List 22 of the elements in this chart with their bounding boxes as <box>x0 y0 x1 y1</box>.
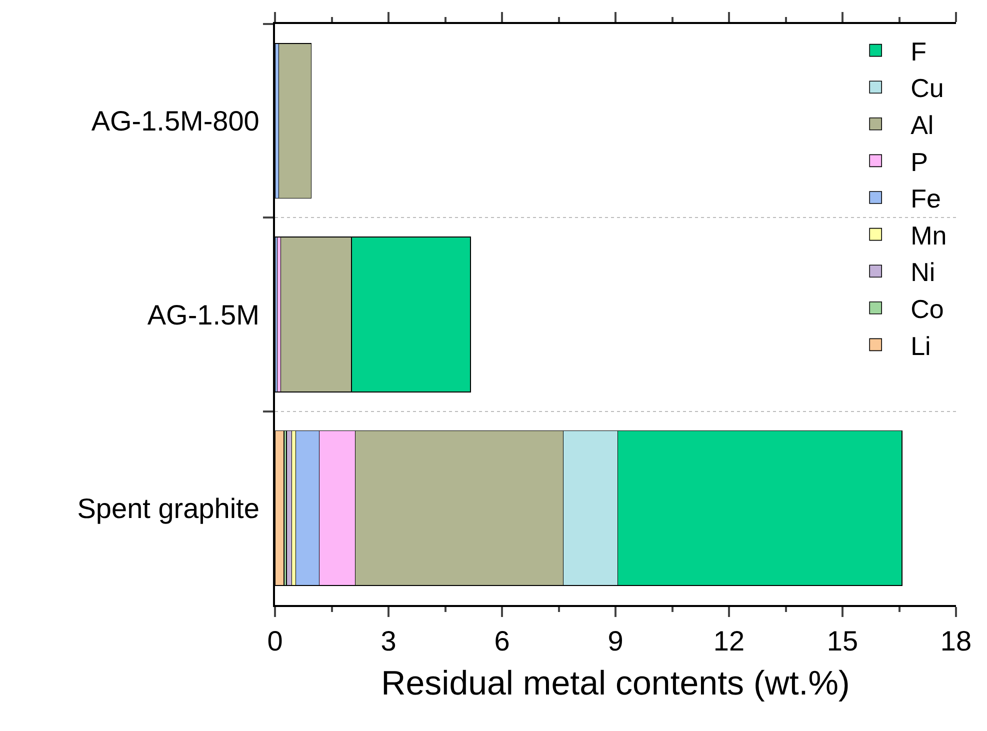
bar <box>286 430 292 586</box>
x-tick-label: 0 <box>267 626 283 657</box>
legend-label: Ni <box>910 257 936 288</box>
legend-label: P <box>910 146 928 177</box>
x-tick-label: 15 <box>826 626 858 657</box>
legend-label: Fe <box>910 184 941 214</box>
legend-label: Al <box>910 110 934 140</box>
x-tick-label: 3 <box>380 626 396 657</box>
x-tick-label: 18 <box>940 626 972 657</box>
x-axis-title: Residual metal contents (wt.%) <box>381 664 850 702</box>
x-tick-label: 9 <box>608 626 624 657</box>
legend-label: Co <box>910 294 944 324</box>
y-tick-label: AG-1.5M <box>147 299 260 330</box>
bar <box>278 42 312 199</box>
x-tick-label: 6 <box>494 626 510 657</box>
y-tick-label: Spent graphite <box>77 492 260 524</box>
y-tick-label: AG-1.5M-800 <box>91 106 260 137</box>
legend-label: Cu <box>910 73 944 104</box>
legend-label: Li <box>910 330 931 361</box>
x-tick-label: 12 <box>713 626 745 657</box>
legend-label: F <box>910 36 926 66</box>
legend-label: Mn <box>910 220 947 250</box>
